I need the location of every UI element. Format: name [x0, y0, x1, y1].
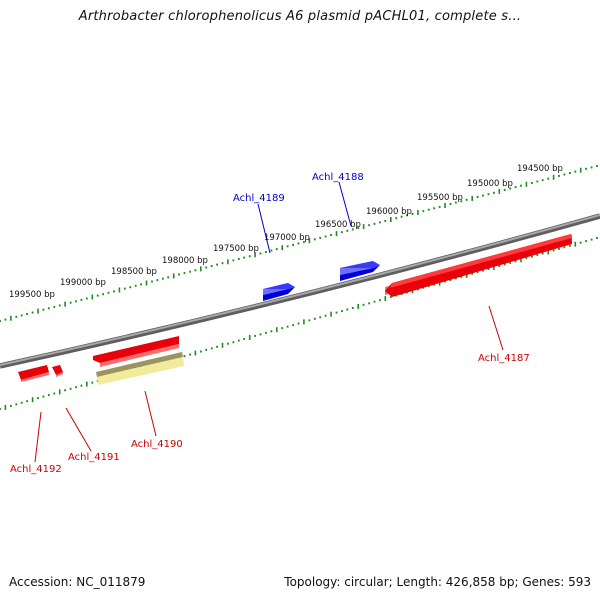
gene-leaders	[34, 181, 504, 463]
map-title: Arthrobacter chlorophenolicus A6 plasmid…	[78, 9, 522, 24]
gene-achl-4190[interactable]	[96, 352, 184, 385]
gene-achl-4192[interactable]	[18, 365, 49, 382]
scale-label: 194500 bp	[517, 164, 563, 174]
gene-label[interactable]: Achl_4189	[233, 193, 285, 204]
upper-scale-ticks	[0, 165, 598, 322]
gene-label[interactable]: Achl_4191	[68, 452, 120, 463]
gene-label[interactable]: Achl_4190	[131, 439, 183, 450]
gene-achl-4190-red-band[interactable]	[93, 336, 179, 367]
scale-label: 198000 bp	[162, 256, 208, 266]
scale-label: 198500 bp	[111, 267, 157, 277]
gene-achl-4187[interactable]	[385, 234, 572, 297]
gene-achl-4191[interactable]	[52, 365, 63, 377]
gene-label[interactable]: Achl_4187	[478, 353, 530, 364]
scale-label: 196500 bp	[315, 220, 361, 230]
scale-label: 199000 bp	[60, 278, 106, 288]
gene-achl-4189[interactable]	[263, 283, 295, 301]
scale-label: 195500 bp	[417, 193, 463, 203]
accession-label: Accession: NC_011879	[9, 575, 146, 589]
scale-labels: 194500 bp 195000 bp 195500 bp 196000 bp …	[9, 164, 563, 300]
gene-achl-4188[interactable]	[340, 261, 380, 281]
scale-label: 197500 bp	[213, 244, 259, 254]
scale-label: 196000 bp	[366, 207, 412, 217]
topology-summary: Topology: circular; Length: 426,858 bp; …	[284, 575, 591, 589]
scale-label: 197000 bp	[264, 233, 310, 243]
gene-label[interactable]: Achl_4188	[312, 172, 364, 183]
scale-label: 195000 bp	[467, 179, 513, 189]
gene-label[interactable]: Achl_4192	[10, 464, 62, 475]
backbone-highlight	[0, 214, 600, 366]
scale-label: 199500 bp	[9, 290, 55, 300]
